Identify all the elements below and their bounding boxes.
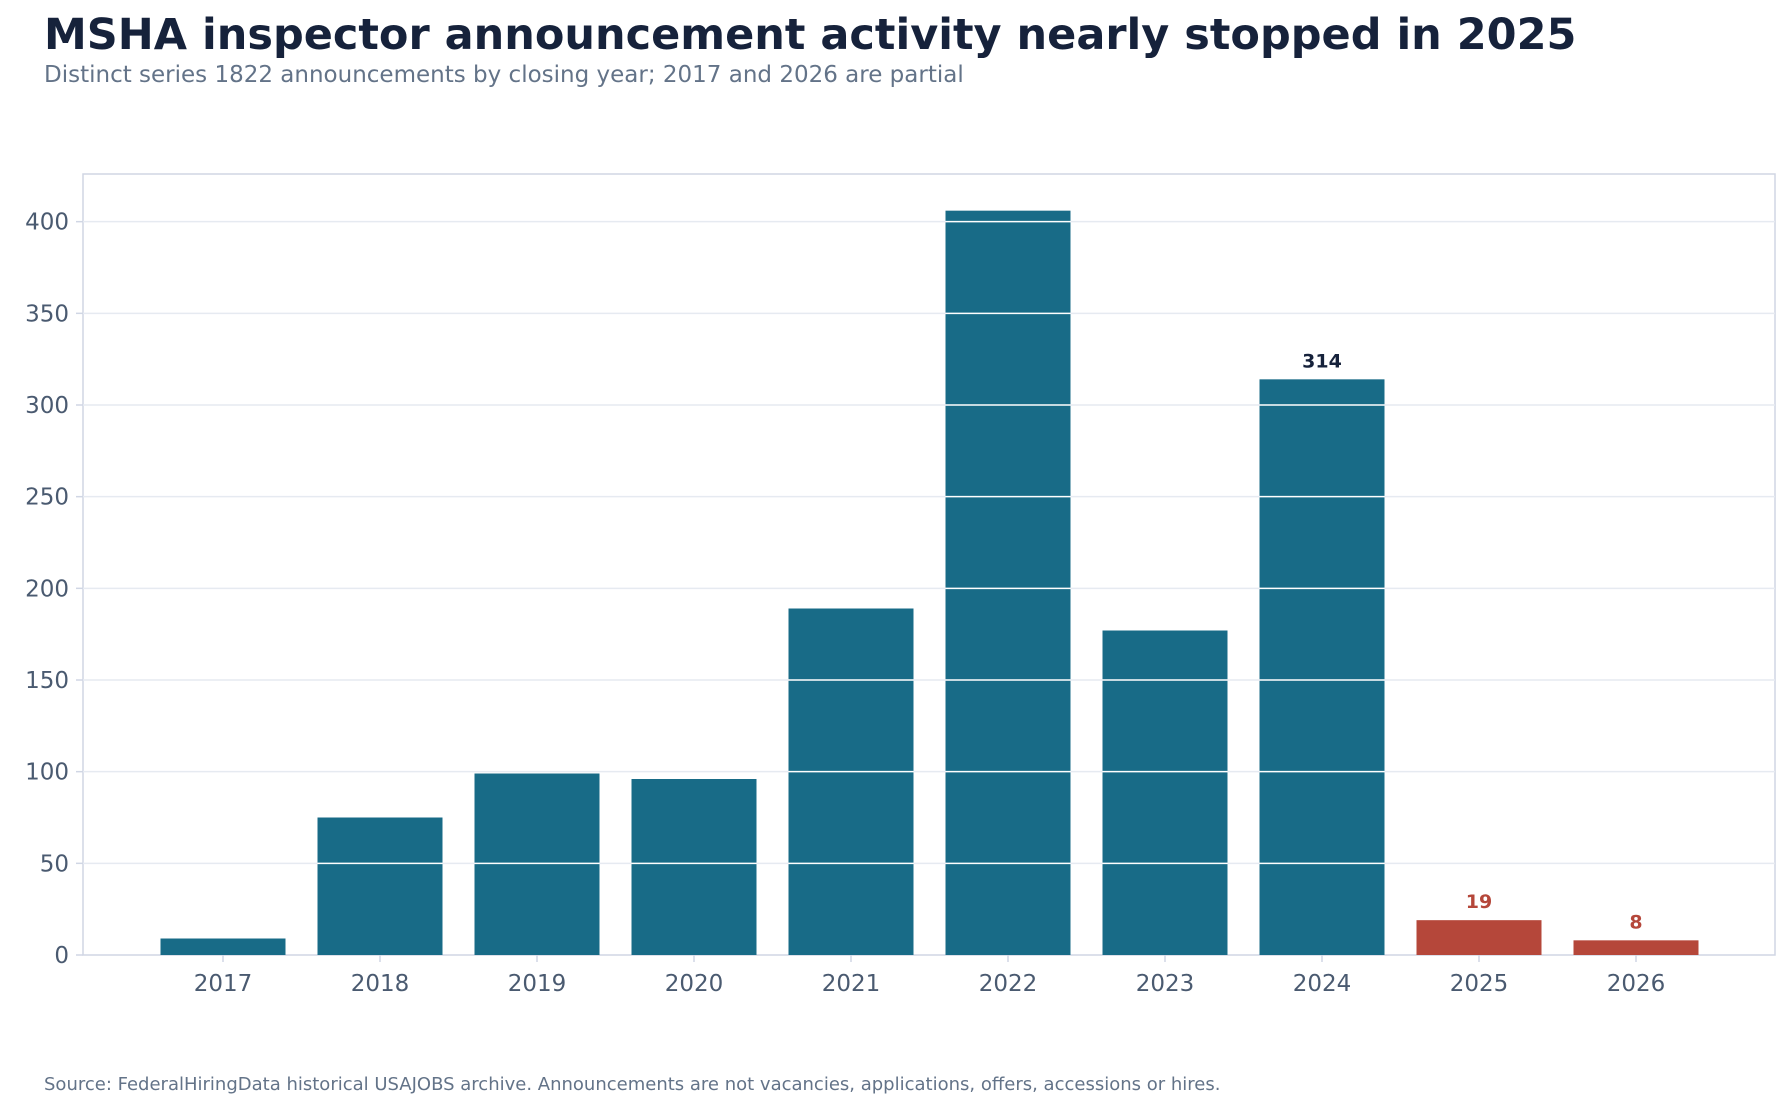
y-tick-label: 200 (25, 576, 69, 602)
bar-2023 (1102, 630, 1228, 955)
y-tick-label: 150 (25, 668, 69, 694)
bar-2019 (474, 773, 600, 955)
source-note: Source: FederalHiringData historical USA… (44, 1074, 1221, 1095)
y-tick-label: 50 (40, 851, 69, 877)
x-tick-label: 2020 (665, 971, 724, 997)
bar-2018 (317, 817, 443, 955)
chart-title: MSHA inspector announcement activity nea… (44, 10, 1577, 60)
bar-2021 (788, 608, 914, 955)
x-tick-label: 2018 (351, 971, 410, 997)
x-tick-label: 2025 (1450, 971, 1509, 997)
data-label-2025: 19 (1466, 891, 1492, 913)
x-tick-label: 2024 (1293, 971, 1352, 997)
y-tick-label: 400 (25, 210, 69, 236)
bar-2026 (1573, 940, 1699, 955)
chart-subtitle: Distinct series 1822 announcements by cl… (44, 62, 964, 88)
y-tick-label: 100 (25, 760, 69, 786)
data-label-2026: 8 (1629, 911, 1642, 933)
x-tick-label: 2019 (508, 971, 567, 997)
plot-frame (82, 173, 1776, 956)
bar-2024 (1259, 379, 1385, 955)
bar-2020 (631, 779, 757, 955)
y-tick-label: 250 (25, 485, 69, 511)
x-tick-label: 2021 (822, 971, 881, 997)
bar-2025 (1416, 920, 1542, 955)
x-tick-label: 2026 (1607, 971, 1666, 997)
x-tick-label: 2017 (194, 971, 253, 997)
x-tick-label: 2023 (1136, 971, 1195, 997)
y-tick-label: 0 (54, 943, 69, 969)
bar-2022 (945, 210, 1071, 955)
data-label-2024: 314 (1302, 350, 1342, 372)
y-tick-label: 350 (25, 301, 69, 327)
x-tick-label: 2022 (979, 971, 1038, 997)
y-tick-label: 300 (25, 393, 69, 419)
bar-2017 (160, 938, 286, 955)
